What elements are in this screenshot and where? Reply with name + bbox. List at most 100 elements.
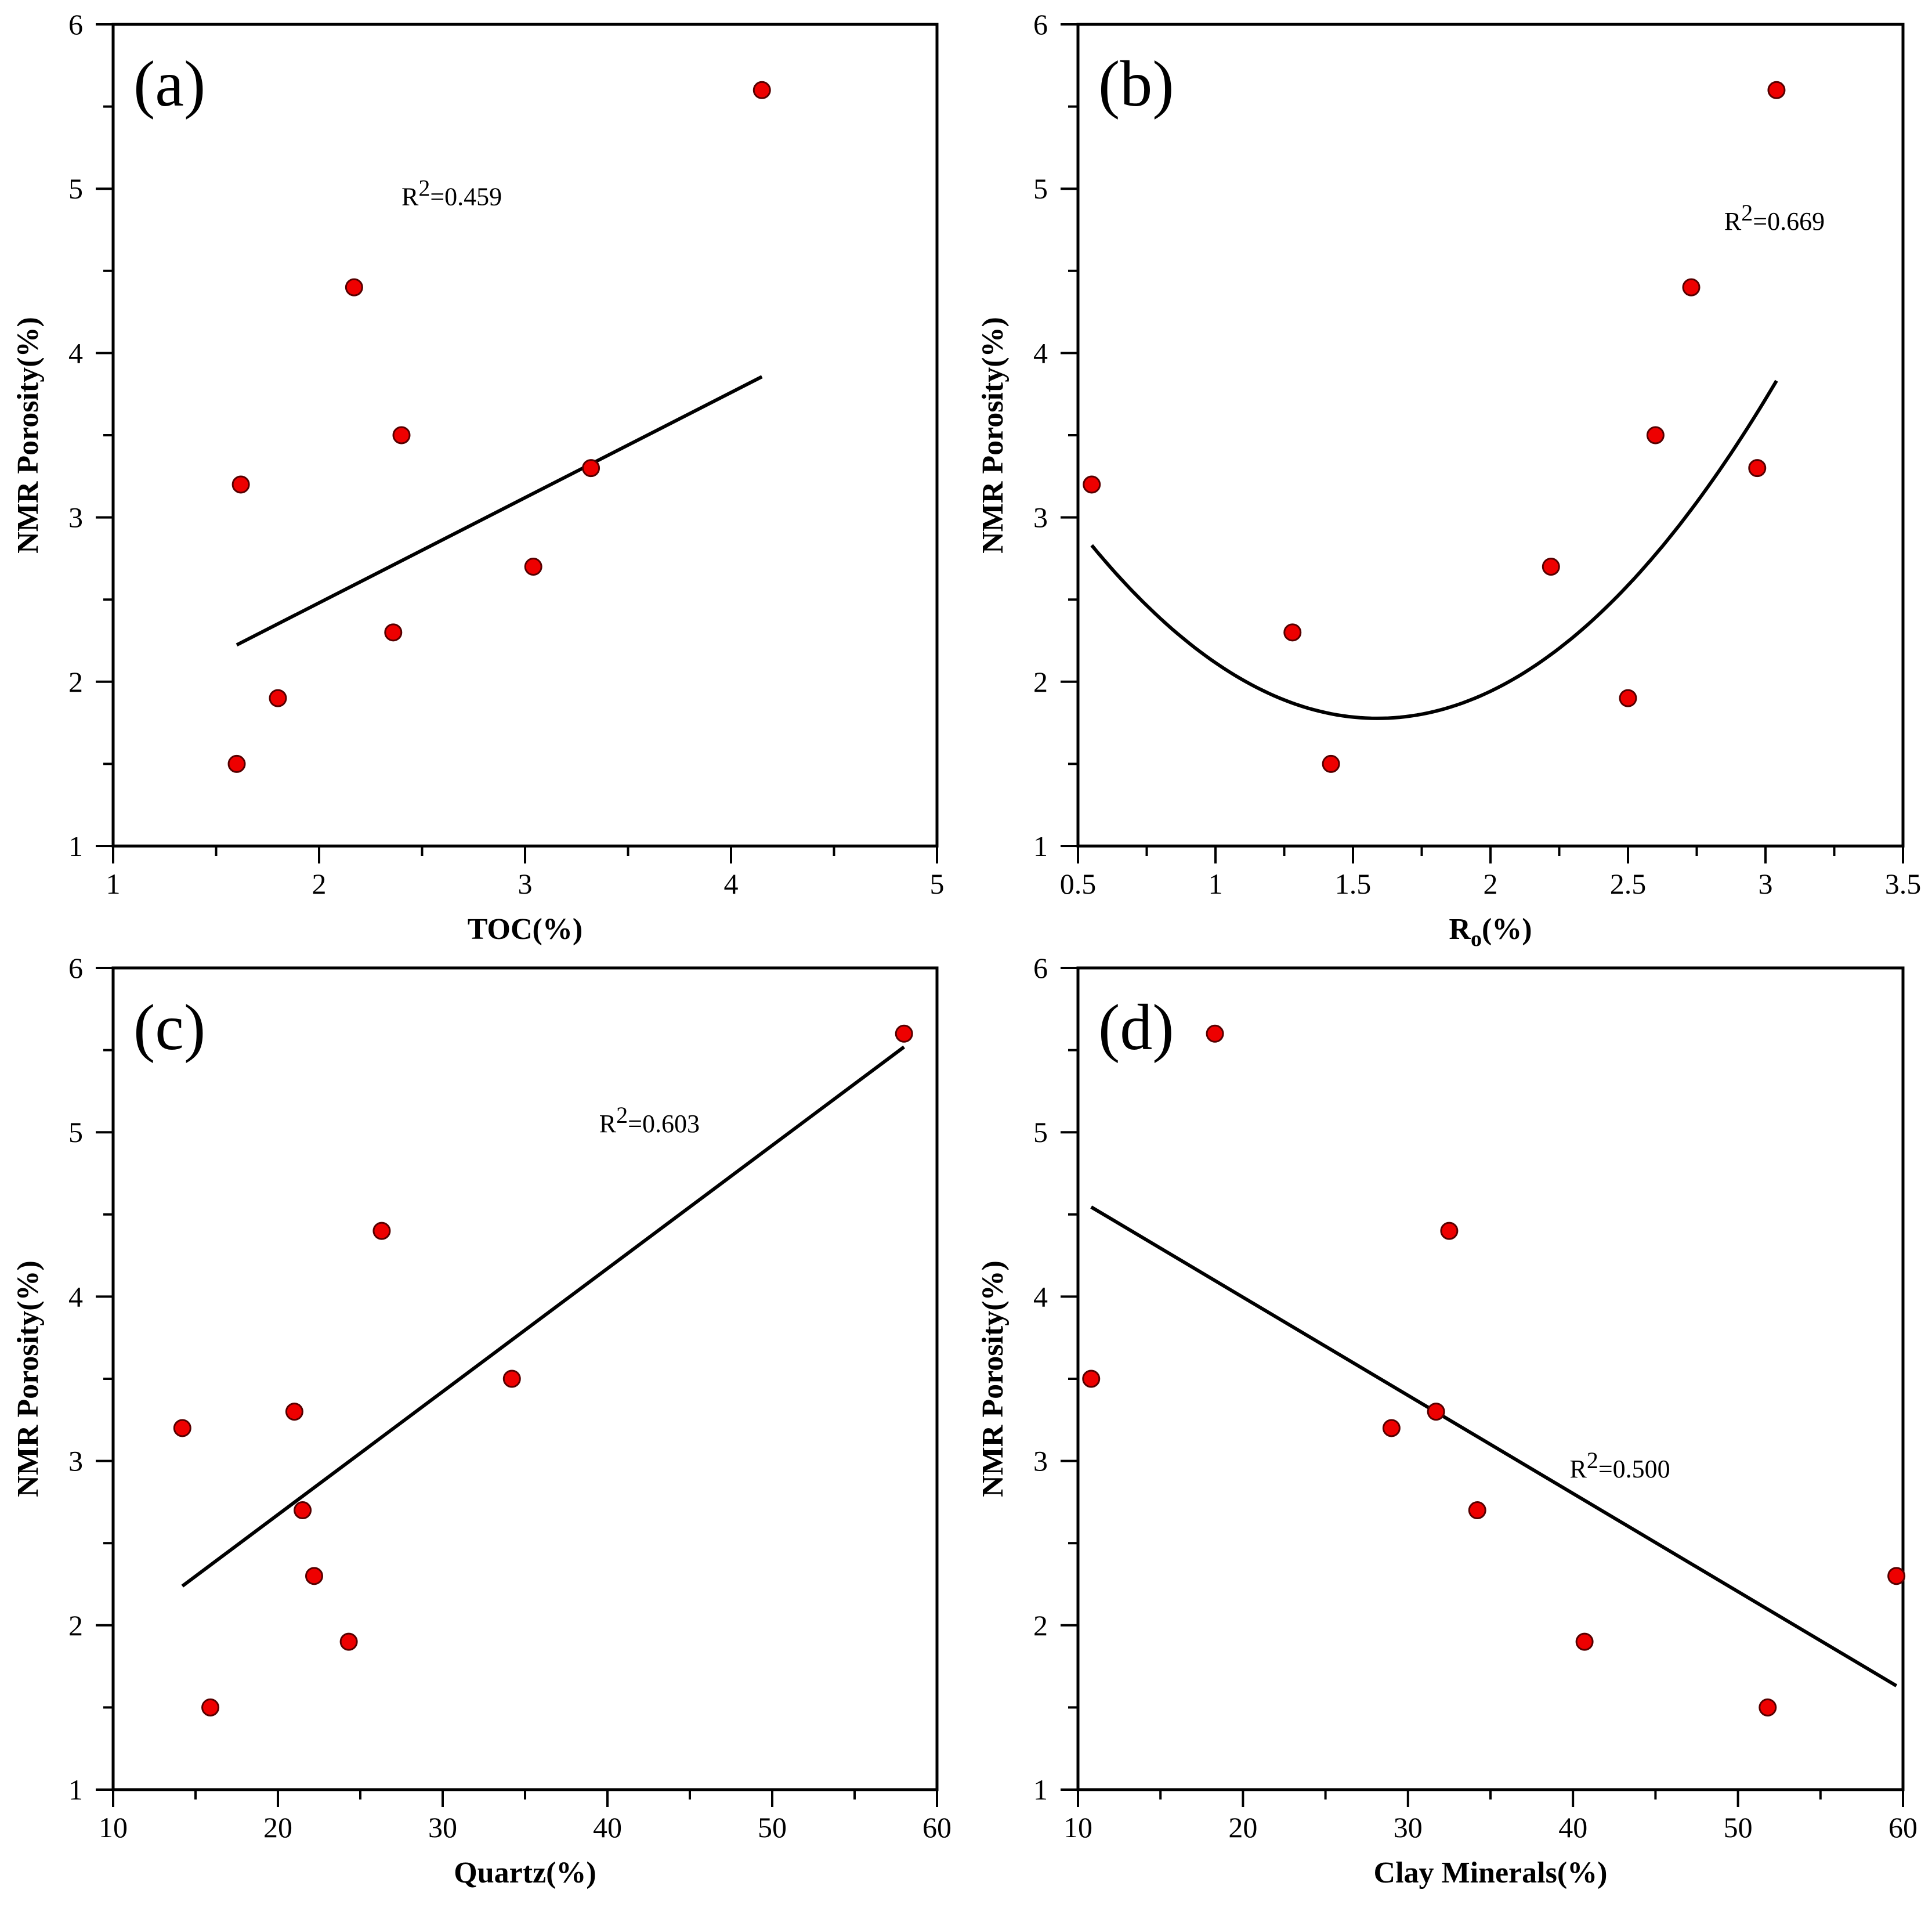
panel-label: (a) <box>133 48 205 120</box>
y-tick-label: 2 <box>1033 1609 1048 1642</box>
x-tick-label: 50 <box>758 1811 787 1844</box>
y-axis-label: NMR Porosity(%) <box>976 1260 1010 1497</box>
x-axis-label: Clay Minerals(%) <box>1374 1856 1608 1889</box>
x-tick-label: 5 <box>930 868 945 900</box>
data-point <box>392 426 411 445</box>
y-tick-label: 1 <box>68 1773 83 1806</box>
x-tick-label: 40 <box>1558 1811 1587 1844</box>
data-point <box>1542 558 1560 576</box>
x-tick-label: 30 <box>1394 1811 1423 1844</box>
x-tick-label: 10 <box>1063 1811 1092 1844</box>
y-tick-label: 4 <box>1033 337 1048 369</box>
y-tick-label: 3 <box>68 1445 83 1477</box>
data-point <box>1887 1567 1906 1585</box>
data-point <box>339 1632 358 1651</box>
y-tick-label: 5 <box>1033 1116 1048 1148</box>
data-point <box>1322 754 1340 773</box>
data-point <box>502 1369 521 1388</box>
data-point <box>752 81 771 99</box>
y-tick-label: 3 <box>1033 501 1048 534</box>
panel-label: (d) <box>1098 992 1174 1064</box>
data-point <box>1748 459 1767 478</box>
y-tick-label: 4 <box>68 1280 83 1313</box>
fit-line <box>181 1045 905 1588</box>
fit-curve <box>1090 380 1778 720</box>
x-tick-label: 60 <box>1888 1811 1917 1844</box>
x-tick-label: 20 <box>1228 1811 1257 1844</box>
x-tick-label: 3 <box>518 868 533 900</box>
data-point <box>582 459 600 478</box>
y-tick-label: 4 <box>1033 1280 1048 1313</box>
fit-line <box>236 375 763 647</box>
y-tick-label: 2 <box>1033 666 1048 698</box>
r-squared-label: R2=0.500 <box>1570 1447 1670 1483</box>
data-point <box>231 475 250 494</box>
y-tick-label: 1 <box>68 830 83 862</box>
x-tick-label: 2.5 <box>1610 868 1647 900</box>
data-point <box>294 1501 312 1520</box>
r-squared-exponent: 2 <box>418 175 430 201</box>
r-squared-exponent: 2 <box>1587 1447 1598 1473</box>
r-squared-value: =0.669 <box>1753 207 1825 236</box>
chart-panel-d: 10 20 30 40 50 60 1 2 3 4 5 6 NMR Porosity(%) Clay Mi… <box>976 952 1917 1889</box>
x-tick-label: 1.5 <box>1335 868 1372 900</box>
y-tick-label: 6 <box>68 952 83 984</box>
y-tick-label: 6 <box>1033 952 1048 984</box>
y-axis-label: NMR Porosity(%) <box>976 317 1010 554</box>
data-point <box>227 754 246 773</box>
data-point <box>1575 1632 1594 1651</box>
y-tick-label: 4 <box>68 337 83 369</box>
x-tick-label: 30 <box>428 1811 457 1844</box>
data-point <box>372 1222 391 1240</box>
x-tick-label: 20 <box>263 1811 292 1844</box>
y-tick-label: 1 <box>1033 830 1048 862</box>
x-tick-label: 40 <box>593 1811 622 1844</box>
y-tick-label: 3 <box>68 501 83 534</box>
data-point <box>1427 1403 1445 1421</box>
x-axis-label: Ro(%) <box>1449 913 1532 951</box>
y-tick-label: 5 <box>1033 172 1048 205</box>
x-axis-label-main: R <box>1449 913 1471 946</box>
data-point <box>1759 1698 1777 1717</box>
y-axis-label: NMR Porosity(%) <box>12 317 45 554</box>
data-point <box>1082 1369 1101 1388</box>
x-tick-label: 1 <box>106 868 121 900</box>
y-tick-label: 2 <box>68 1609 83 1642</box>
x-tick-label: 2 <box>312 868 327 900</box>
r-squared-label: R2=0.459 <box>401 175 502 211</box>
plot-frame <box>111 966 939 1791</box>
plot-frame <box>1076 23 1905 848</box>
data-point <box>1382 1419 1401 1437</box>
plot-frame <box>111 23 939 848</box>
x-tick-label: 0.5 <box>1060 868 1097 900</box>
data-point <box>1767 81 1786 99</box>
plot-frame <box>1076 966 1905 1791</box>
y-tick-label: 6 <box>68 8 83 41</box>
x-tick-label: 10 <box>99 1811 128 1844</box>
data-point <box>201 1698 220 1717</box>
r-squared-value: =0.459 <box>430 183 502 211</box>
chart-panel-b: 0.5 1 1.5 2 2.5 3 3.5 1 2 3 4 5 6 NMR Porosity(%) Ro(%… <box>976 8 1921 951</box>
x-tick-label: 2 <box>1484 868 1498 900</box>
panel-label: (c) <box>133 992 205 1064</box>
x-tick-label: 3 <box>1759 868 1773 900</box>
r-squared-value: =0.500 <box>1598 1455 1670 1483</box>
data-point <box>285 1403 303 1421</box>
r-squared-label: R2=0.669 <box>1724 200 1825 236</box>
data-point <box>269 689 287 707</box>
y-axis-label: NMR Porosity(%) <box>12 1260 45 1497</box>
chart-panel-c: 10 20 30 40 50 60 1 2 3 4 5 6 NMR Porosity(%) Quartz(… <box>12 952 951 1889</box>
x-tick-label: 4 <box>724 868 739 900</box>
x-tick-label: 3.5 <box>1885 868 1922 900</box>
x-tick-label: 1 <box>1209 868 1223 900</box>
y-tick-label: 2 <box>68 666 83 698</box>
x-tick-label: 60 <box>922 1811 951 1844</box>
data-point <box>895 1024 913 1043</box>
r-squared-value: =0.603 <box>628 1110 700 1138</box>
data-point <box>173 1419 191 1437</box>
r-squared-exponent: 2 <box>616 1102 628 1128</box>
data-point <box>1619 689 1637 707</box>
data-point <box>1468 1501 1486 1520</box>
